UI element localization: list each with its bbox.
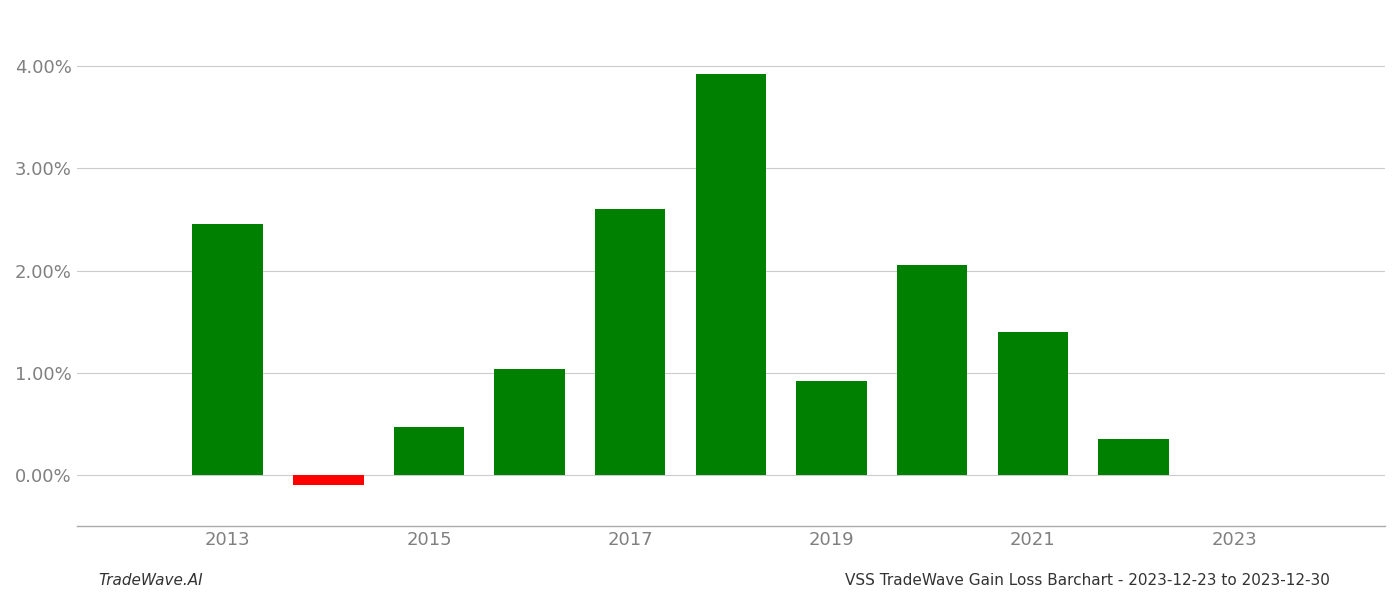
Bar — [998, 332, 1068, 475]
Bar — [696, 74, 766, 475]
Bar — [393, 427, 465, 475]
Bar — [494, 369, 564, 475]
Bar — [797, 381, 867, 475]
Bar — [897, 265, 967, 475]
Text: TradeWave.AI: TradeWave.AI — [98, 573, 203, 588]
Bar — [192, 224, 263, 475]
Bar — [1098, 439, 1169, 475]
Bar — [595, 209, 665, 475]
Text: VSS TradeWave Gain Loss Barchart - 2023-12-23 to 2023-12-30: VSS TradeWave Gain Loss Barchart - 2023-… — [846, 573, 1330, 588]
Bar — [293, 475, 364, 485]
